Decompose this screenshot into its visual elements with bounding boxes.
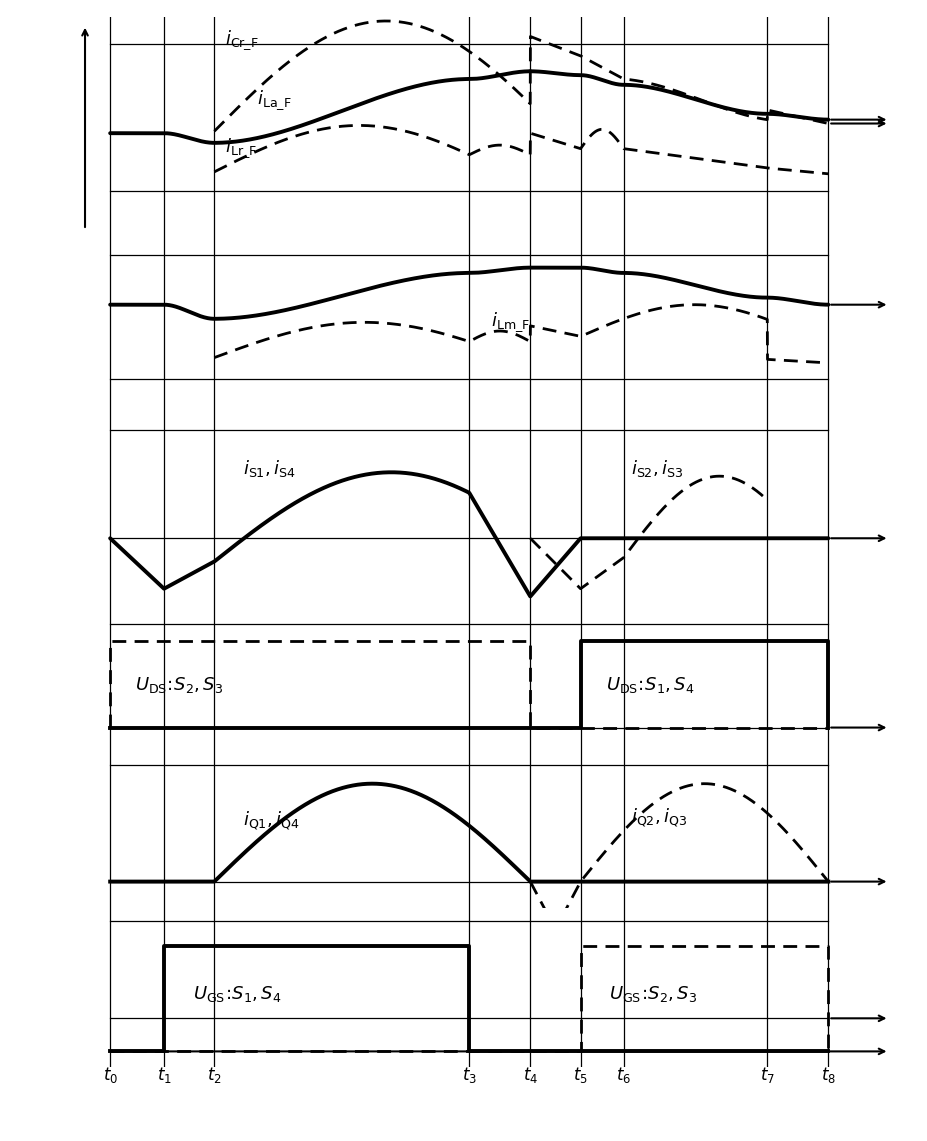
Text: $i_{\mathrm{S1}},i_{\mathrm{S4}}$: $i_{\mathrm{S1}},i_{\mathrm{S4}}$ <box>243 458 296 479</box>
Text: $U_{\mathrm{GS}}\!:\!S_2,S_3$: $U_{\mathrm{GS}}\!:\!S_2,S_3$ <box>609 984 697 1004</box>
Text: $t_1$: $t_1$ <box>157 1065 171 1085</box>
Text: $t_8$: $t_8$ <box>820 1065 835 1085</box>
Text: $i_{\mathrm{La\_F}}$: $i_{\mathrm{La\_F}}$ <box>257 89 292 112</box>
Text: $t_7$: $t_7$ <box>759 1065 774 1085</box>
Text: $t_4$: $t_4$ <box>522 1065 538 1085</box>
Text: $i_{\mathrm{Q2}},i_{\mathrm{Q3}}$: $i_{\mathrm{Q2}},i_{\mathrm{Q3}}$ <box>630 807 687 830</box>
Text: $t_5$: $t_5$ <box>573 1065 588 1085</box>
Text: $i_{\mathrm{Q1}},i_{\mathrm{Q4}}$: $i_{\mathrm{Q1}},i_{\mathrm{Q4}}$ <box>243 809 299 832</box>
Text: $i_{\mathrm{Cr\_F}}$: $i_{\mathrm{Cr\_F}}$ <box>225 29 259 52</box>
Text: $t_3$: $t_3$ <box>462 1065 476 1085</box>
Text: $i_{\mathrm{Lr\_F}}$: $i_{\mathrm{Lr\_F}}$ <box>225 137 257 161</box>
Text: $U_{\mathrm{DS}}\!:\!S_1,S_4$: $U_{\mathrm{DS}}\!:\!S_1,S_4$ <box>605 675 693 695</box>
Text: $t_2$: $t_2$ <box>207 1065 222 1085</box>
Text: $U_{\mathrm{DS}}\!:\!S_2,S_3$: $U_{\mathrm{DS}}\!:\!S_2,S_3$ <box>135 675 223 695</box>
Text: $i_{\mathrm{Lm\_F}}$: $i_{\mathrm{Lm\_F}}$ <box>490 310 529 334</box>
Text: $i_{\mathrm{S2}},i_{\mathrm{S3}}$: $i_{\mathrm{S2}},i_{\mathrm{S3}}$ <box>630 458 683 479</box>
Text: $t_0$: $t_0$ <box>103 1065 118 1085</box>
Text: $t_6$: $t_6$ <box>616 1065 630 1085</box>
Text: $U_{\mathrm{GS}}\!:\!S_1,S_4$: $U_{\mathrm{GS}}\!:\!S_1,S_4$ <box>193 984 281 1004</box>
